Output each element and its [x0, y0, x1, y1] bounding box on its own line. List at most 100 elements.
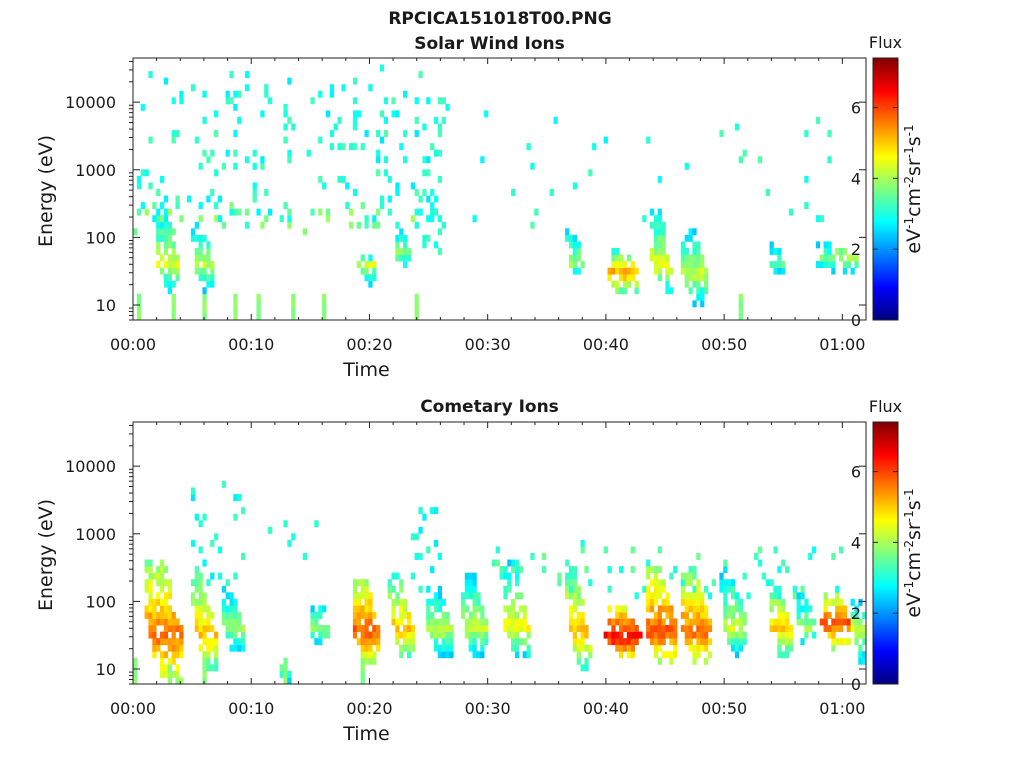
spectrogram-cell	[680, 254, 686, 262]
spectrogram-cell	[696, 261, 701, 268]
spectrogram-cell	[221, 221, 226, 229]
spectrogram-cell	[202, 267, 207, 275]
colorbar-gradient	[872, 421, 899, 685]
spectrogram-cell	[688, 261, 693, 268]
spectrogram-cell	[769, 579, 774, 587]
spectrogram-cell	[646, 618, 651, 626]
spectrogram-cell	[395, 241, 400, 249]
spectrogram-cell	[460, 592, 466, 600]
spectrogram-cell	[163, 618, 169, 626]
spectrogram-cell	[480, 638, 485, 646]
spectrogram-cell	[171, 254, 176, 262]
spectrogram-cell	[723, 605, 728, 613]
spectrogram-cell	[237, 208, 242, 216]
spectrogram-cell	[148, 71, 153, 79]
spectrogram-cell	[379, 202, 385, 210]
spectrogram-cell	[171, 241, 176, 249]
spectrogram-cell	[364, 625, 369, 632]
spectrogram-cell	[653, 234, 659, 242]
spectrogram-cell	[858, 618, 863, 626]
spectrogram-cell	[781, 618, 786, 626]
spectrogram-cell	[580, 618, 585, 626]
spectrogram-cell	[167, 677, 172, 685]
spectrogram-cell	[649, 605, 655, 613]
spectrogram-cell	[669, 618, 674, 626]
spectrogram-cell	[696, 553, 701, 560]
spectrogram-cell	[148, 618, 153, 626]
spectrogram-cell	[241, 625, 246, 632]
spectrogram-cell	[518, 566, 524, 574]
spectrogram-cell	[152, 644, 157, 652]
spectrogram-cell	[696, 611, 701, 619]
spectrogram-cell	[835, 611, 840, 619]
spectrogram-cell	[418, 507, 423, 515]
spectrogram-cell	[850, 625, 855, 632]
spectrogram-cell	[480, 611, 485, 619]
spectrogram-cell	[703, 644, 709, 652]
spectrogram-cell	[256, 293, 261, 301]
spectrogram-cell	[167, 611, 172, 619]
spectrogram-cell	[437, 553, 443, 560]
spectrogram-cell	[727, 605, 732, 613]
spectrogram-cell	[842, 605, 848, 613]
spectrogram-cell	[572, 247, 578, 255]
spectrogram-cell	[198, 605, 203, 613]
spectrogram-cell	[707, 618, 713, 626]
spectrogram-cell	[268, 97, 273, 105]
spectrogram-cell	[619, 611, 624, 619]
spectrogram-cell	[565, 559, 570, 567]
spectrogram-cell	[661, 605, 666, 613]
spectrogram-cell	[163, 215, 169, 223]
spectrogram-cell	[349, 208, 354, 216]
spectrogram-cell	[653, 579, 659, 587]
spectrogram-cell	[152, 572, 157, 580]
spectrogram-cell	[680, 247, 686, 255]
spectrogram-cell	[383, 116, 389, 124]
spectrogram-cell	[352, 189, 358, 196]
spectrogram-cell	[700, 254, 705, 262]
spectrogram-cell	[615, 618, 620, 626]
spectrogram-cell	[503, 572, 508, 580]
spectrogram-cell	[619, 287, 624, 295]
spectrogram-cell	[703, 267, 709, 275]
spectrogram-cell	[792, 585, 797, 593]
spectrogram-cell	[171, 247, 176, 255]
spectrogram-cell	[322, 631, 327, 639]
spectrogram-cell	[279, 664, 284, 672]
spectrogram-cell	[233, 631, 238, 639]
spectrogram-cell	[730, 585, 736, 593]
spectrogram-cell	[426, 618, 431, 626]
spectrogram-cell	[514, 651, 520, 659]
spectrogram-cell	[233, 611, 238, 619]
spectrogram-cell	[842, 638, 848, 646]
spectrogram-cell	[630, 625, 635, 632]
spectrogram-cell	[673, 631, 678, 639]
spectrogram-cell	[765, 189, 770, 196]
spectrogram-cell	[831, 553, 836, 560]
spectrogram-cell	[769, 592, 774, 600]
spectrogram-cell	[202, 651, 207, 659]
spectrogram-cell	[680, 625, 686, 632]
spectrogram-cell	[669, 267, 674, 275]
spectrogram-cell	[433, 116, 439, 124]
spectrogram-cell	[167, 625, 172, 632]
spectrogram-cell	[252, 195, 257, 203]
spectrogram-cell	[649, 631, 655, 639]
spectrogram-cell	[160, 631, 165, 639]
spectrogram-cell	[422, 156, 427, 164]
spectrogram-cell	[352, 592, 358, 600]
spectrogram-cell	[692, 228, 697, 236]
spectrogram-cell	[156, 572, 161, 580]
spectrogram-cell	[233, 598, 238, 606]
spectrogram-cell	[507, 618, 512, 626]
spectrogram-cell	[838, 625, 844, 632]
spectrogram-cell	[607, 585, 612, 593]
spectrogram-cell	[406, 638, 412, 646]
spectrogram-cell	[445, 103, 450, 111]
spectrogram-cell	[372, 631, 377, 639]
spectrogram-cell	[723, 618, 728, 626]
spectrogram-cell	[167, 618, 172, 626]
spectrogram-cell	[727, 631, 732, 639]
spectrogram-cell	[391, 618, 396, 626]
spectrogram-cell	[383, 156, 389, 164]
